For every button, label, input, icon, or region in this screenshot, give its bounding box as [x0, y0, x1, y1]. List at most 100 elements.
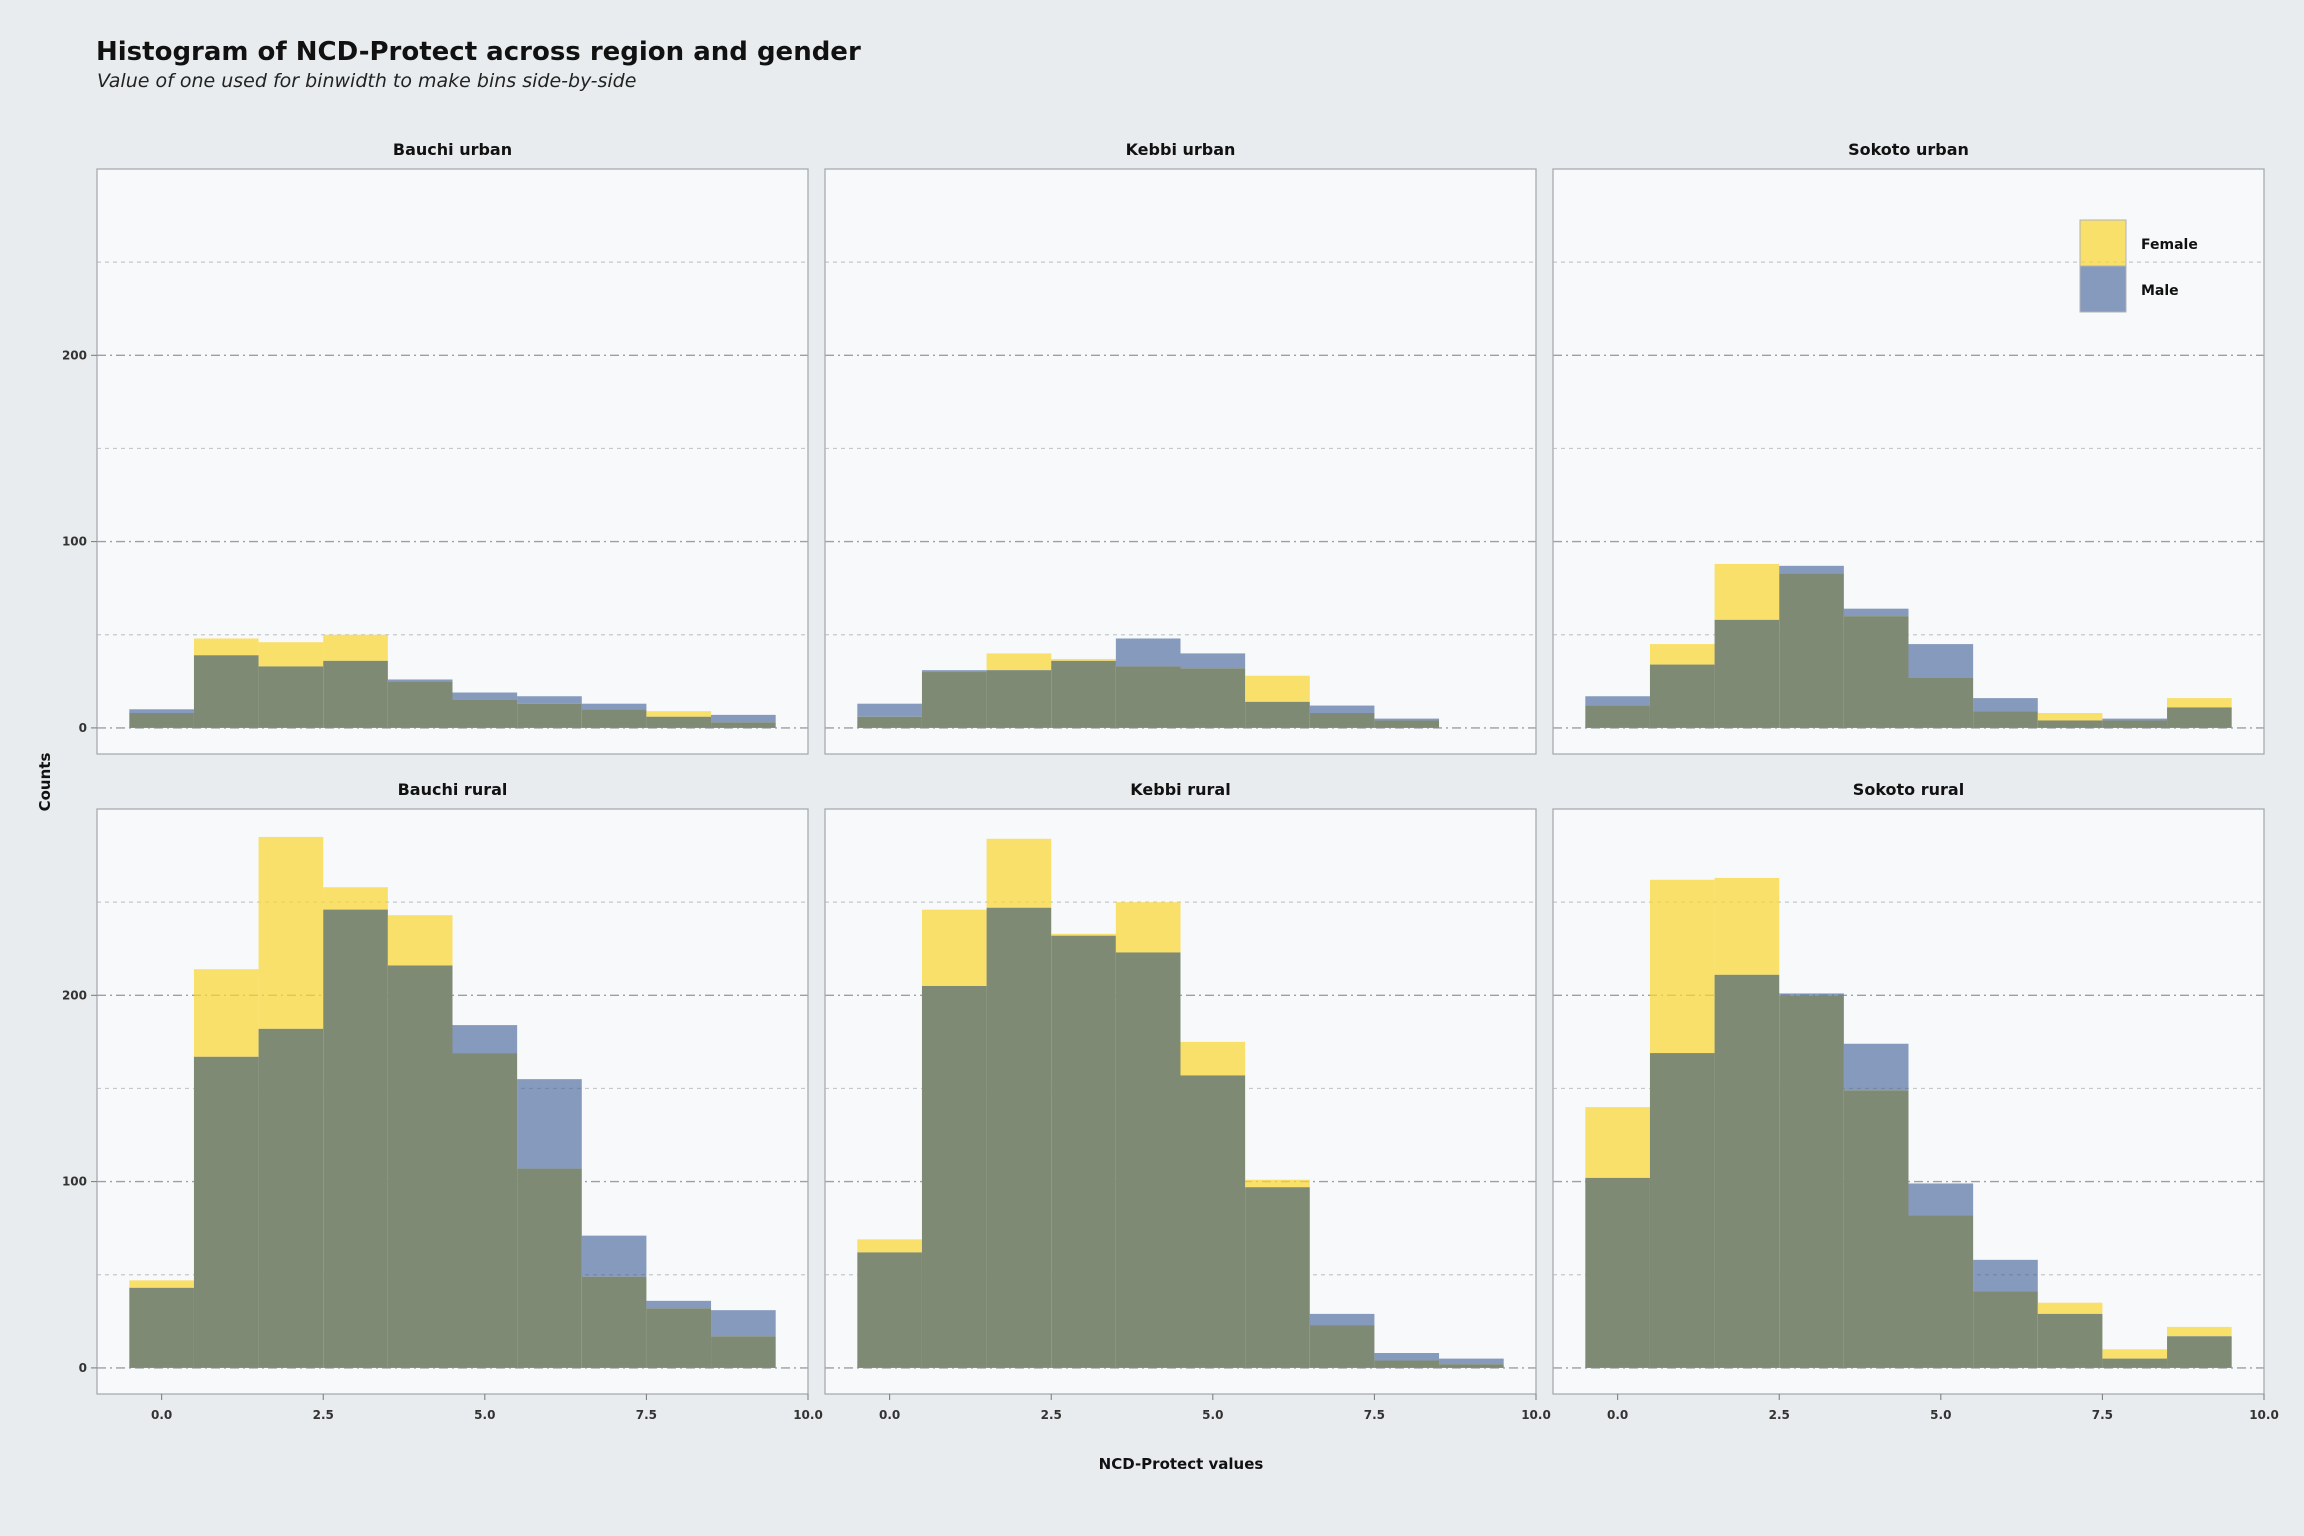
male-bar-excess — [452, 692, 518, 700]
overlap-bar — [1779, 995, 1844, 1368]
overlap-bar — [193, 1056, 259, 1368]
x-axis-title: NCD-Protect values — [1099, 1455, 1264, 1473]
y-tick-label: 100 — [62, 1175, 87, 1189]
male-bar-excess — [1779, 565, 1844, 574]
x-tick-label: 2.5 — [1769, 1408, 1790, 1422]
overlap-bar — [1374, 1360, 1440, 1368]
male-bar-excess — [517, 1079, 582, 1169]
overlap-bar — [1973, 1291, 2038, 1368]
legend-label-female: Female — [2141, 237, 2198, 253]
panel-kebbi-rural: Kebbi rural 0.0 2.5 5.0 7.5 10.0 — [824, 780, 1551, 1422]
legend: Female Male — [2079, 219, 2198, 313]
female-bar-excess — [1649, 644, 1715, 665]
x-tick-label: 5.0 — [474, 1408, 495, 1422]
y-tick-label: 0 — [79, 1361, 87, 1375]
y-tick-label: 200 — [62, 988, 87, 1002]
overlap-bar — [1714, 974, 1780, 1368]
panels-layer: Bauchi urban 0 100 200 Kebbi urban Sokoto urb… — [62, 140, 2279, 1422]
overlap-bar — [2102, 1358, 2168, 1368]
x-tick-label: 10.0 — [1521, 1408, 1551, 1422]
x-tick-label: 5.0 — [1930, 1408, 1951, 1422]
overlap-bar — [646, 1308, 712, 1368]
overlap-bar — [323, 660, 388, 728]
female-bar-excess — [258, 836, 324, 1029]
overlap-bar — [986, 670, 1052, 728]
overlap-bar — [1115, 952, 1181, 1368]
male-bar-excess — [1115, 638, 1181, 667]
female-bar-excess — [2167, 698, 2232, 708]
male-bar-excess — [1779, 993, 1844, 996]
overlap-bar — [857, 1252, 922, 1368]
overlap-bar — [1714, 619, 1780, 728]
overlap-bar — [2037, 1313, 2103, 1368]
male-bar-excess — [1908, 1183, 1974, 1216]
female-bar-excess — [1714, 563, 1780, 620]
chart-title: Histogram of NCD-Protect across region a… — [96, 37, 861, 67]
female-bar-excess — [986, 653, 1052, 671]
female-bar-excess — [387, 915, 453, 966]
female-bar-excess — [323, 634, 388, 661]
overlap-bar — [387, 965, 453, 1368]
female-bar-excess — [1649, 879, 1715, 1054]
overlap-bar — [1779, 573, 1844, 728]
overlap-bar — [2167, 707, 2232, 728]
male-bar-excess — [1908, 644, 1974, 678]
y-tick-label: 100 — [62, 535, 87, 549]
male-bar-excess — [517, 696, 582, 704]
overlap-bar — [1585, 1177, 1650, 1368]
y-tick-label: 0 — [79, 721, 87, 735]
panel-strip-label: Kebbi urban — [1126, 140, 1236, 159]
x-tick-label: 0.0 — [879, 1408, 900, 1422]
overlap-bar — [193, 655, 259, 728]
legend-key-female — [2079, 219, 2127, 267]
overlap-bar — [1245, 1187, 1310, 1368]
overlap-bar — [1649, 664, 1715, 728]
male-bar-excess — [1374, 718, 1440, 721]
overlap-bar — [1843, 1090, 1909, 1368]
overlap-bar — [1973, 711, 2038, 728]
overlap-bar — [1051, 935, 1116, 1368]
legend-label-male: Male — [2141, 283, 2179, 299]
overlap-bar — [921, 985, 987, 1368]
female-bar-excess — [258, 642, 324, 667]
x-tick-label: 7.5 — [1364, 1408, 1385, 1422]
overlap-bar — [1309, 713, 1375, 728]
male-bar-excess — [129, 709, 194, 714]
x-tick-label: 7.5 — [2092, 1408, 2113, 1422]
male-bar-excess — [646, 1300, 712, 1309]
panel-kebbi-urban: Kebbi urban — [824, 140, 1537, 755]
female-bar-excess — [193, 969, 259, 1057]
overlap-bar — [857, 716, 922, 728]
female-bar-excess — [646, 711, 712, 717]
overlap-bar — [1908, 677, 1974, 728]
overlap-bar — [1051, 660, 1116, 728]
y-tick-label: 200 — [62, 348, 87, 362]
panel-border — [1552, 168, 2265, 755]
x-tick-label: 0.0 — [151, 1408, 172, 1422]
overlap-bar — [129, 713, 194, 728]
overlap-bar — [258, 1028, 324, 1368]
x-tick-label: 2.5 — [1041, 1408, 1062, 1422]
overlap-bar — [1115, 666, 1181, 728]
overlap-bar — [1439, 1364, 1504, 1368]
male-bar-excess — [921, 670, 987, 673]
female-bar-excess — [2037, 1302, 2103, 1314]
panel-sokoto-urban: Sokoto urban — [1552, 140, 2265, 755]
female-bar-excess — [2167, 1326, 2232, 1337]
panel-strip-label: Kebbi rural — [1130, 780, 1230, 799]
panel-border — [96, 808, 809, 1395]
overlap-bar — [1245, 701, 1310, 728]
overlap-bar — [258, 666, 324, 728]
male-bar-excess — [1973, 1259, 2038, 1292]
overlap-bar — [517, 1168, 582, 1368]
overlap-bar — [646, 716, 712, 728]
panel-border — [1552, 808, 2265, 1395]
overlap-bar — [581, 709, 647, 728]
x-tick-label: 5.0 — [1202, 1408, 1223, 1422]
male-bar-excess — [857, 703, 922, 717]
panel-strip-label: Bauchi urban — [393, 140, 512, 159]
overlap-bar — [517, 703, 582, 728]
overlap-bar — [1374, 720, 1440, 728]
chart-subtitle: Value of one used for binwidth to make b… — [97, 70, 636, 92]
